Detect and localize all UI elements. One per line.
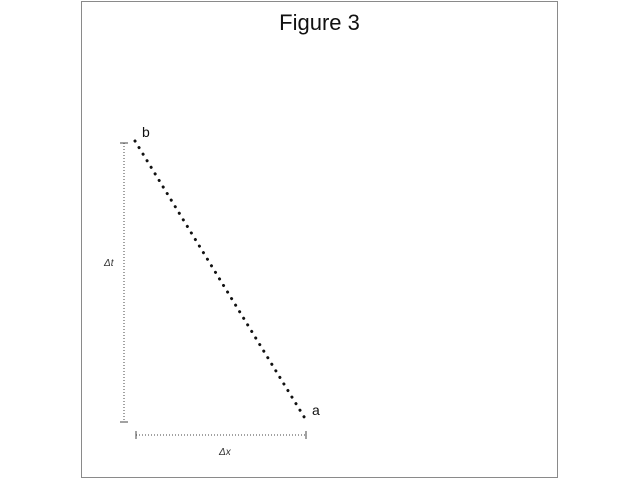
delta-t-dimension [120,142,128,423]
figure-frame [81,1,558,478]
worldline-segment [133,139,308,422]
delta-x-label: Δx [218,447,232,458]
figure-title: Figure 3 [279,10,360,35]
delta-t-label: Δt [103,258,115,269]
delta-x-dimension [135,431,307,439]
point-a-label: a [312,402,320,418]
point-b-label: b [142,124,150,140]
